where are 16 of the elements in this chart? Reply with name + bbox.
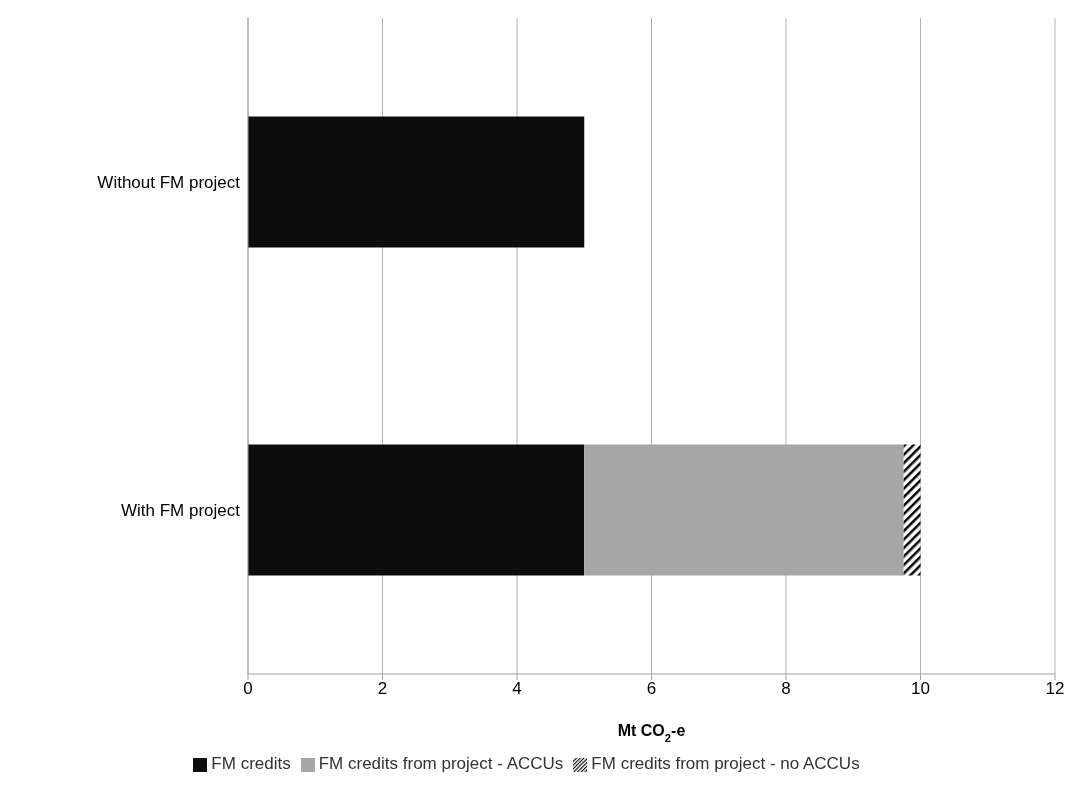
legend-label: FM credits — [211, 754, 291, 773]
legend-label: FM credits from project - no ACCUs — [591, 754, 860, 773]
x-axis-title: Mt CO$_{2}$-e — [617, 722, 686, 744]
bar — [248, 444, 585, 576]
bar — [248, 116, 585, 248]
legend-label: FM credits from project - ACCUs — [318, 754, 564, 773]
x-tick-label: 12 — [1045, 679, 1065, 699]
y-tick-label: Without FM project — [97, 173, 241, 193]
x-tick-label: 4 — [512, 679, 522, 699]
x-tick-label: 2 — [377, 679, 388, 699]
x-tick-label: 8 — [781, 679, 791, 699]
x-tick-label: 6 — [646, 679, 657, 699]
x-tick-label: 10 — [911, 679, 930, 699]
bar — [903, 444, 921, 576]
y-tick-label: With FM project — [120, 501, 241, 521]
x-tick-label: 0 — [243, 679, 253, 699]
